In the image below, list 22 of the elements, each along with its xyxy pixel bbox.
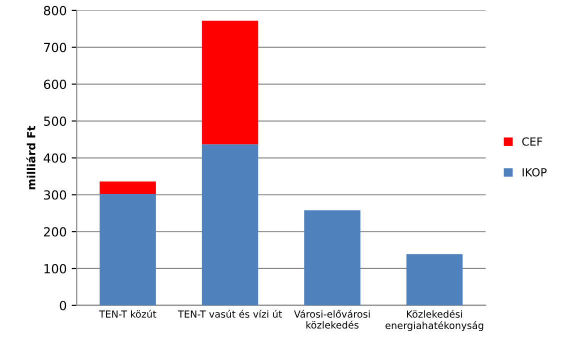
y-tick-label: 300	[44, 190, 66, 200]
y-tick-label: 100	[44, 264, 66, 274]
x-tick-label: TEN-T közút	[99, 310, 156, 318]
y-axis-title: milliárd Ft	[26, 126, 36, 190]
y-tick-label: 700	[44, 42, 66, 52]
bar	[100, 181, 156, 194]
legend-label: CEF	[522, 137, 542, 146]
y-tick-label: 800	[44, 6, 66, 16]
bar	[304, 210, 360, 306]
y-tick-label: 400	[44, 153, 66, 163]
x-tick-label: Városi-elővárosi közlekedés	[294, 310, 370, 329]
x-tick-label: TEN-T vasút és vízi út	[178, 310, 282, 318]
legend-label: IKOP	[522, 168, 547, 176]
y-tick-label: 200	[44, 227, 66, 237]
y-tick-label: 500	[44, 116, 66, 126]
x-tick-label: Közlekedési energiahatékonyság	[386, 310, 484, 331]
bar	[100, 194, 156, 306]
bar	[202, 20, 258, 144]
y-tick-label: 600	[44, 80, 66, 90]
y-tick-label: 0	[60, 300, 66, 310]
bar	[406, 254, 463, 306]
bar	[202, 144, 258, 306]
